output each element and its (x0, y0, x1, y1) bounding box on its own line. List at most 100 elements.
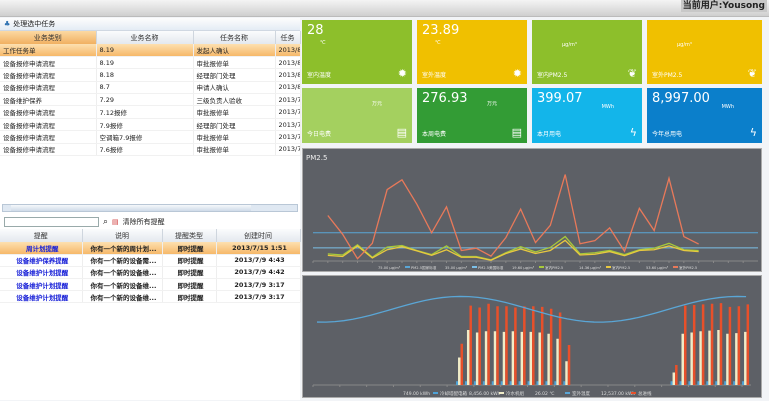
tile-value: 276.93 (422, 91, 468, 106)
column-header[interactable]: 业务名称 (96, 31, 194, 44)
legend-label: 室外PM2.5 (679, 265, 697, 270)
tile-unit: ℃ (320, 40, 326, 46)
column-header[interactable]: 任务 (275, 31, 301, 44)
column-header[interactable]: 说明 (82, 229, 163, 242)
legend-swatch (539, 266, 544, 268)
process-selected-button[interactable]: 处理选中任务 (13, 20, 56, 28)
reminder-toolbar: ⌕ ▤ 清除所有提醒 (0, 215, 300, 228)
bar-cooling-tower (545, 381, 548, 385)
bar-cooling-tower (697, 381, 700, 385)
table-cell: 设备维护计划提醒 (0, 266, 83, 280)
tile-label: 室内温度 (307, 72, 332, 79)
search-icon[interactable]: ⌕ (103, 216, 109, 227)
table-row[interactable]: 周计划提醒 你有一个新的周计划... 即时提醒 2013/7/15 1:51 (0, 242, 301, 255)
table-cell: 即时提醒 (162, 278, 217, 292)
column-header[interactable]: 提醒类型 (162, 229, 217, 242)
legend-label: PM2.5美国标准 (478, 265, 504, 270)
table-cell: 设备维护计划提醒 (0, 278, 83, 292)
kpi-tile[interactable]: 23.89 ℃ 室外温度 ✹ (417, 20, 527, 84)
table-cell: 空调箱7.9报修 (96, 130, 194, 144)
bar-total (683, 305, 687, 385)
table-cell: 设备报修申请流程 (0, 68, 97, 82)
table-cell: 7.6报修 (96, 143, 194, 157)
legend-swatch (499, 392, 504, 394)
legend-label: 冷却塔配电箱 (440, 390, 467, 397)
current-user: 当前用户:Yousong (680, 0, 767, 12)
table-row[interactable]: 工作任务单 8.19 发起人确认 2013/8 (0, 44, 301, 57)
search-input[interactable] (4, 216, 99, 227)
kpi-tile[interactable]: 28 ℃ 室内温度 ✹ (302, 20, 412, 84)
task-table: 业务类别 业务名称 任务名称 任务 工作任务单 8.19 发起人确认 2013/8 设备报修申… (0, 31, 301, 157)
legend-value: 12,537.00 kWh (601, 391, 635, 397)
column-header[interactable]: 业务类别 (0, 31, 97, 44)
table-cell: 2013/8 (275, 44, 301, 57)
legend-value: 53.60 μg/m³ (646, 266, 669, 270)
bar-chiller (672, 372, 676, 385)
table-cell: 你有一个新的设备维... (82, 290, 163, 304)
table-cell: 即时提醒 (162, 266, 217, 280)
table-cell: 2013/7/15 1:51 (216, 242, 301, 255)
legend-swatch (405, 266, 410, 268)
column-header[interactable]: 任务名称 (193, 31, 276, 44)
table-row[interactable]: 设备维护保养 7.29 三级负责人验收 2013/7 (0, 93, 301, 107)
kpi-tile[interactable]: 8,997.00 MWh 今年总用电 ϟ (647, 88, 762, 143)
bar-cooling-tower (464, 381, 467, 385)
table-cell: 即时提醒 (162, 290, 217, 304)
kpi-tile[interactable]: μg/m³ 室外PM2.5 ❦ (647, 20, 762, 84)
table-row[interactable]: 设备维护计划提醒 你有一个新的设备维... 即时提醒 2013/7/9 3:17 (0, 290, 301, 304)
table-row[interactable]: 设备报修申请流程 8.7 申请人确认 2013/8 (0, 81, 301, 95)
kpi-tile[interactable]: 276.93 万元 本周电费 ▤ (417, 88, 527, 143)
tile-value: 23.89 (422, 23, 460, 38)
table-cell: 7.9报修 (96, 118, 194, 132)
table-cell: 经理部门处理 (193, 118, 276, 132)
table-cell: 你有一个新的周计划... (82, 242, 163, 255)
bar-total (460, 343, 464, 385)
tile-value: 28 (307, 23, 324, 38)
table-row[interactable]: 设备报修申请流程 7.9报修 经理部门处理 2013/7 (0, 118, 301, 132)
table-row[interactable]: 设备维护计划提醒 你有一个新的设备维... 即时提醒 2013/7/9 3:17 (0, 278, 301, 292)
bar-total (478, 307, 481, 385)
legend-value: 8,456.00 kWh (469, 391, 501, 397)
bar-cooling-tower (563, 381, 566, 385)
bar-chiller (690, 332, 693, 385)
clear-all-reminders-button[interactable]: 清除所有提醒 (122, 217, 165, 226)
tile-value: 399.07 (537, 91, 583, 106)
horizontal-scrollbar[interactable] (2, 204, 298, 212)
tile-label: 今年总用电 (652, 131, 683, 138)
tile-label: 室外PM2.5 (652, 72, 683, 79)
bar-cooling-tower (670, 381, 673, 385)
kpi-tile[interactable]: 万元 今日电费 ▤ (302, 88, 412, 143)
legend-value: 26.02 ℃ (535, 391, 554, 397)
table-row[interactable]: 设备报修申请流程 7.12报修 审批报修单 2013/7 (0, 105, 301, 119)
bar-cooling-tower (733, 381, 736, 385)
legend-label: 冷水机组 (506, 390, 524, 397)
bar-cooling-tower (509, 381, 512, 385)
column-header[interactable]: 创建时间 (216, 229, 301, 242)
table-row[interactable]: 设备报修申请流程 7.6报修 审批报修单 2013/7 (0, 143, 301, 157)
kpi-tile[interactable]: μg/m³ 室内PM2.5 ❦ (532, 20, 642, 84)
table-row[interactable]: 设备报修申请流程 8.18 经理部门处理 2013/8 (0, 68, 301, 82)
bar-total (514, 307, 517, 385)
tile-unit: MWh (601, 104, 614, 110)
bar-total (719, 303, 723, 385)
table-cell: 2013/7/9 3:17 (216, 278, 301, 292)
bar-cooling-tower (706, 381, 709, 385)
bar-cooling-tower (688, 381, 691, 385)
table-row[interactable]: 设备报修申请流程 8.19 审批报修单 2013/8 (0, 56, 301, 70)
bar-chiller (744, 331, 747, 385)
task-toolbar: ♣ 处理选中任务 (0, 18, 300, 31)
table-cell: 2013/7/9 3:17 (216, 290, 301, 304)
column-header[interactable]: 提醒 (0, 229, 83, 242)
legend-value: 19.60 μg/m³ (512, 266, 535, 270)
reminder-table: 提醒 说明 提醒类型 创建时间 周计划提醒 你有一个新的周计划... 即时提醒 2013/7… (0, 229, 301, 304)
left-panel: ♣ 处理选中任务 业务类别 业务名称 任务名称 任务 工作任务单 8.19 发起人确认 201… (0, 18, 301, 400)
bar-cooling-tower (527, 381, 530, 385)
table-row[interactable]: 设备报修申请流程 空调箱7.9报修 审批报修单 2013/7 (0, 130, 301, 144)
scrollbar-thumb[interactable] (11, 205, 251, 211)
table-row[interactable]: 设备维护保养提醒 你有一个新的设备需... 即时提醒 2013/7/9 4:43 (0, 254, 301, 267)
kpi-tile[interactable]: 399.07 MWh 本月用电 ϟ (532, 88, 642, 143)
table-row[interactable]: 设备维护计划提醒 你有一个新的设备维... 即时提醒 2013/7/9 4:42 (0, 266, 301, 280)
bar-cooling-tower (500, 381, 503, 385)
table-cell: 设备报修申请流程 (0, 81, 97, 95)
tile-unit: μg/m³ (562, 42, 577, 48)
